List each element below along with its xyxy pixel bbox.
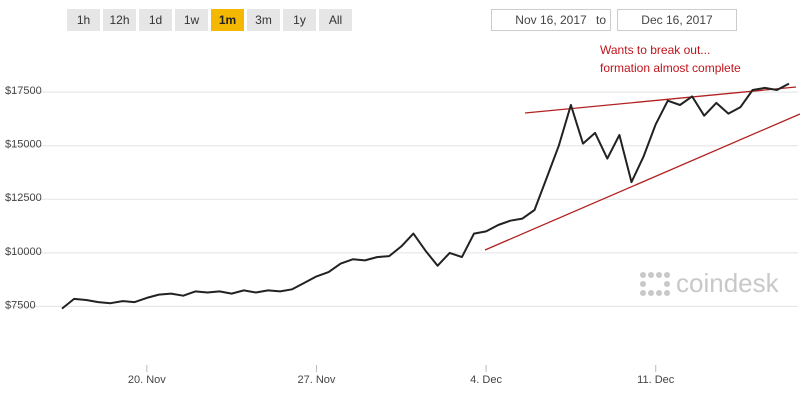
x-tick-label: 27. Nov (297, 374, 335, 386)
annotation-line: Wants to break out... (600, 43, 710, 57)
y-tick-label: $7500 (5, 299, 36, 311)
x-tick-label: 20. Nov (128, 374, 166, 386)
watermark-logo (640, 272, 670, 296)
y-tick-label: $17500 (5, 85, 42, 97)
range-button[interactable]: 1w (175, 9, 208, 31)
range-button[interactable]: All (319, 9, 352, 31)
date-from[interactable]: Nov 16, 2017 (491, 9, 611, 31)
range-button[interactable]: 12h (103, 9, 136, 31)
trend-line-lower (484, 113, 800, 251)
price-line (61, 82, 790, 310)
y-tick-label: $10000 (5, 246, 42, 258)
watermark: coindesk (676, 268, 780, 298)
range-button[interactable]: 1y (283, 9, 316, 31)
range-button[interactable]: 1d (139, 9, 172, 31)
date-to[interactable]: Dec 16, 2017 (617, 9, 737, 31)
range-button[interactable]: 3m (247, 9, 280, 31)
y-tick-label: $15000 (5, 139, 42, 151)
trend-line-upper (524, 86, 797, 114)
range-button[interactable]: 1m (211, 9, 244, 31)
y-tick-label: $12500 (5, 192, 42, 204)
x-tick-label: 11. Dec (637, 374, 675, 386)
annotation-line: formation almost complete (600, 61, 741, 75)
x-tick-label: 4. Dec (470, 374, 502, 386)
range-button[interactable]: 1h (67, 9, 100, 31)
date-separator: to (596, 13, 607, 27)
